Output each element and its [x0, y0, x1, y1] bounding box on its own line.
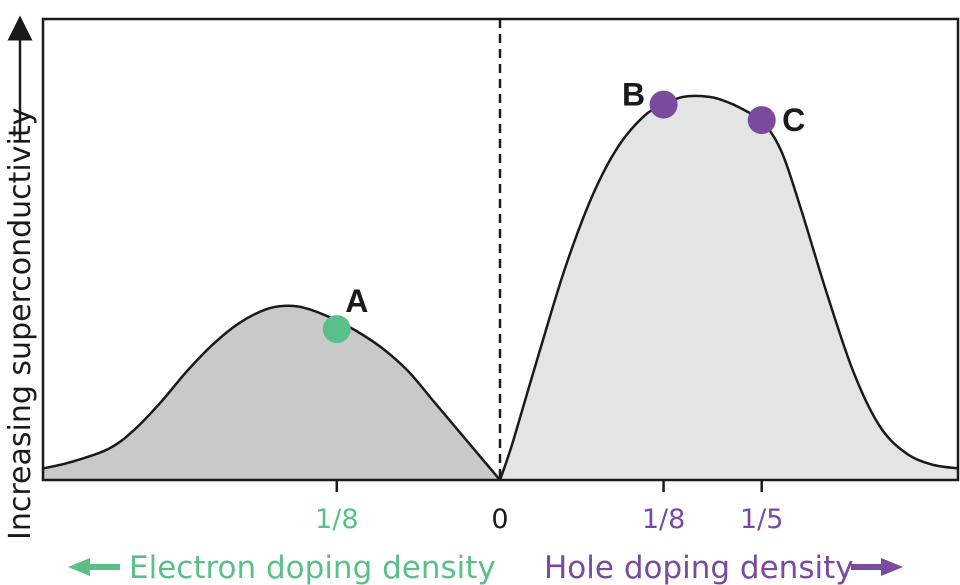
hole-doping-area [500, 96, 958, 480]
data-point-label: B [622, 77, 645, 113]
electron-doping-label: Electron doping density [129, 550, 496, 585]
x-tick-label: 1/5 [740, 504, 783, 535]
x-tick-label: 0 [491, 504, 508, 535]
electron-doping-area [43, 305, 500, 480]
hole-doping-curve [498, 94, 959, 481]
hole-doping-label: Hole doping density [544, 550, 854, 585]
x-tick-label: 1/8 [315, 504, 358, 535]
data-points: A B C [322, 77, 805, 344]
left-arrow-icon [68, 558, 120, 576]
data-point-c [747, 106, 776, 135]
electron-doping-curve [42, 304, 501, 481]
x-axis-ticks: 1/8 0 1/8 1/5 [315, 480, 783, 535]
data-point-b [649, 90, 678, 119]
right-arrow-icon [851, 558, 903, 576]
data-point-a [322, 315, 351, 344]
data-point-label: C [782, 102, 805, 138]
data-point-label: A [345, 283, 368, 319]
electron-axis-label-group: Electron doping density [68, 550, 496, 585]
x-tick-label: 1/8 [642, 504, 685, 535]
hole-axis-label-group: Hole doping density [544, 550, 903, 585]
y-axis-label: Increasing superconductivity [3, 108, 38, 540]
y-axis-label-group: Increasing superconductivity [3, 15, 38, 540]
